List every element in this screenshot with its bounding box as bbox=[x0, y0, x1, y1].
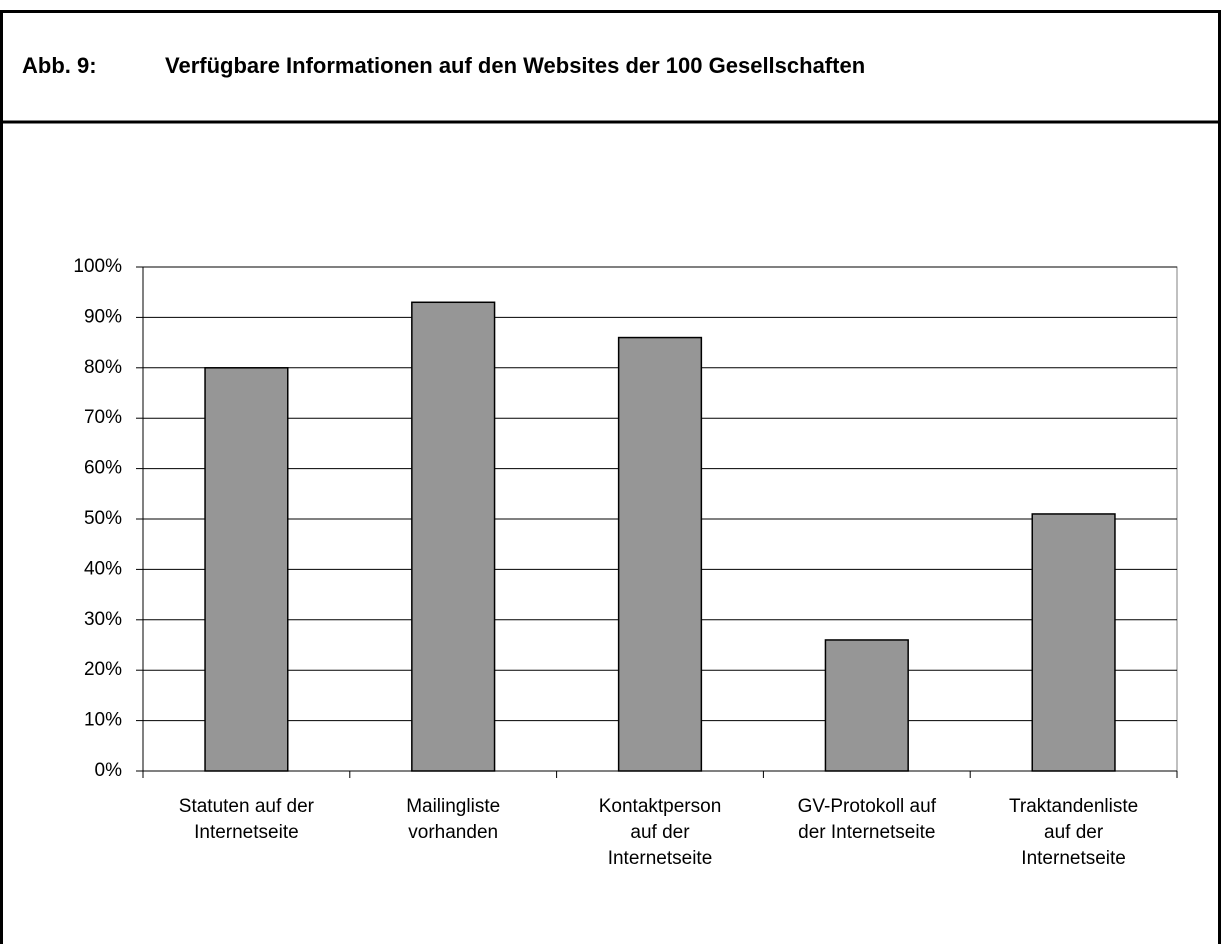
y-tick-label: 20% bbox=[84, 659, 122, 680]
x-tick-label: Kontaktperson auf der Internetseite bbox=[598, 796, 722, 869]
y-tick-label: 60% bbox=[84, 458, 122, 479]
y-tick-label: 30% bbox=[84, 609, 122, 630]
bar bbox=[411, 301, 496, 772]
bar bbox=[824, 639, 909, 772]
y-tick-label: 80% bbox=[84, 357, 122, 378]
bar bbox=[1031, 513, 1116, 772]
y-tick-label: 70% bbox=[84, 407, 122, 428]
x-tick-label: Traktandenliste auf der Internetseite bbox=[1008, 796, 1139, 869]
figure-label: Abb. 9: bbox=[22, 53, 97, 78]
frame bbox=[0, 10, 1221, 944]
x-tick-label: Mailingliste vorhanden bbox=[406, 796, 501, 843]
y-tick-label: 100% bbox=[73, 256, 122, 277]
y-tick-label: 90% bbox=[84, 306, 122, 327]
bar bbox=[617, 336, 703, 772]
y-tick-label: 50% bbox=[84, 508, 122, 529]
x-tick-label: Statuten auf der Internetseite bbox=[178, 796, 314, 843]
y-tick-label: 0% bbox=[95, 760, 123, 781]
bar bbox=[204, 367, 289, 772]
chart-title: Verfügbare Informationen auf den Website… bbox=[165, 53, 865, 78]
y-tick-label: 40% bbox=[84, 558, 122, 579]
y-tick-label: 10% bbox=[84, 710, 122, 731]
x-tick-label: GV-Protokoll auf der Internetseite bbox=[797, 796, 936, 843]
